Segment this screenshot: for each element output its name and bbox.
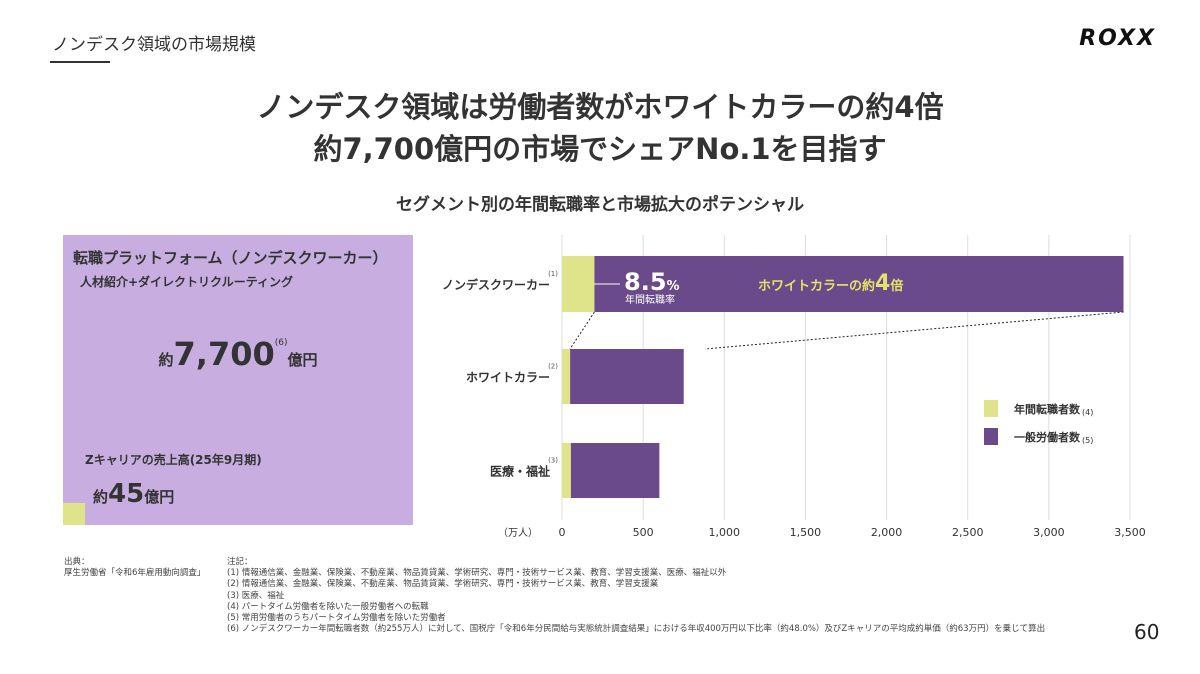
source-label: 出典： [64, 557, 90, 567]
z-prefix: 約 [93, 488, 109, 506]
x-tick-label: 3,500 [1114, 526, 1146, 539]
page-number: 60 [1134, 620, 1160, 644]
x-tick-label: 2,000 [871, 526, 903, 539]
market-number: 7,700 [173, 335, 275, 373]
headline-line-2: 約7,700億円の市場でシェアNo.1を目指す [313, 132, 887, 166]
x-tick-label: 2,500 [952, 526, 984, 539]
bar-workers [594, 256, 1124, 312]
section-title: ノンデスク領域の市場規模 [52, 35, 256, 55]
note-item: (3) 医療、福祉 [227, 590, 285, 601]
notes-block: 注記： (1) 情報通信業、金融業、保険業、不動産業、物品賃貸業、学術研究、専門… [227, 557, 1045, 635]
market-prefix: 約 [158, 351, 174, 369]
z-number: 45 [108, 479, 145, 509]
category-note: (2) [548, 363, 558, 371]
legend-label: 一般労働者数 (5) [1014, 430, 1093, 445]
x-tick-label: 3,000 [1033, 526, 1065, 539]
category-note: (3) [548, 457, 558, 465]
legend-label: 年間転職者数 (4) [1014, 402, 1093, 417]
market-note: (6) [274, 338, 288, 348]
x-tick-label: 1,000 [709, 526, 741, 539]
ratio-annotation: ホワイトカラーの約4倍 [758, 271, 903, 296]
headline: ノンデスク領域は労働者数がホワイトカラーの約4倍 約7,700億円の市場でシェア… [0, 86, 1200, 170]
section-underline [50, 61, 110, 63]
legend-note: (5) [1082, 436, 1093, 445]
note-item: (2) 情報通信業、金融業、保険業、不動産業、物品賃貸業、学術研究、専門・技術サ… [227, 579, 659, 590]
market-size-value: 約7,700(6) 億円 [63, 335, 413, 373]
rate-unit: % [667, 279, 680, 294]
market-unit: 億円 [287, 351, 318, 369]
legend-swatch [984, 428, 998, 445]
bar-job-changers [562, 443, 571, 498]
legend-name: 一般労働者数 [1014, 430, 1081, 444]
x-tick-label: 500 [633, 526, 654, 539]
note-item: (1) 情報通信業、金融業、保険業、不動産業、物品賃貸業、学術研究、専門・技術サ… [227, 568, 727, 579]
rate-value: 8.5% [624, 268, 680, 296]
bar-job-changers [562, 349, 571, 404]
zoom-connector-line [704, 311, 1124, 350]
rate-number: 8.5 [624, 268, 667, 296]
bar-workers [570, 443, 660, 498]
ratio-number: 4 [875, 271, 890, 296]
roxx-logo: ROXX [1079, 26, 1156, 51]
notes-label: 注記： [227, 557, 253, 567]
legend-name: 年間転職者数 [1014, 402, 1081, 416]
zcareer-sales-title: Zキャリアの売上高(25年9月期) [85, 453, 262, 467]
note-item: (4) パートタイム労働者を除いた一般労働者への転職 [227, 601, 429, 612]
zcareer-sales-value: 約45億円 [93, 479, 174, 509]
box-title: 転職プラットフォーム（ノンデスクワーカー） [73, 249, 388, 267]
bar-job-changers [562, 256, 595, 312]
ratio-prefix: ホワイトカラーの約 [758, 278, 875, 294]
legend-note: (4) [1082, 408, 1093, 417]
source-text: 厚生労働省「令和6年雇用動向調査」 [64, 568, 206, 579]
zcareer-share-square [63, 503, 85, 525]
chart-subtitle: セグメント別の年間転職率と市場拡大のポテンシャル [396, 195, 804, 215]
category-label: 医療・福祉 [490, 464, 550, 479]
headline-line-1: ノンデスク領域は労働者数がホワイトカラーの約4倍 [256, 90, 944, 124]
category-label: ノンデスクワーカー [442, 277, 550, 292]
legend-swatch [984, 400, 998, 417]
category-label: ホワイトカラー [466, 371, 550, 385]
ratio-suffix: 倍 [890, 278, 903, 294]
market-size-box: 転職プラットフォーム（ノンデスクワーカー） 人材紹介+ダイレクトリクルーティング… [63, 235, 413, 525]
x-axis-unit: （万人） [498, 527, 538, 539]
zoom-connector-line [569, 311, 595, 350]
category-note: (1) [548, 270, 558, 278]
rate-label: 年間転職率 [625, 293, 675, 306]
bar-workers [570, 349, 684, 404]
x-tick-label: 0 [559, 526, 566, 539]
source-block: 出典： 厚生労働省「令和6年雇用動向調査」 [64, 557, 224, 579]
box-subtitle: 人材紹介+ダイレクトリクルーティング [80, 275, 293, 289]
note-item: (6) ノンデスクワーカー年間転職者数（約255万人）に対して、国税庁「令和6年… [227, 624, 1046, 635]
z-unit: 億円 [144, 488, 175, 506]
x-tick-label: 1,500 [790, 526, 822, 539]
note-item: (5) 常用労働者のうちパートタイム労働者を除いた労働者 [227, 613, 446, 624]
